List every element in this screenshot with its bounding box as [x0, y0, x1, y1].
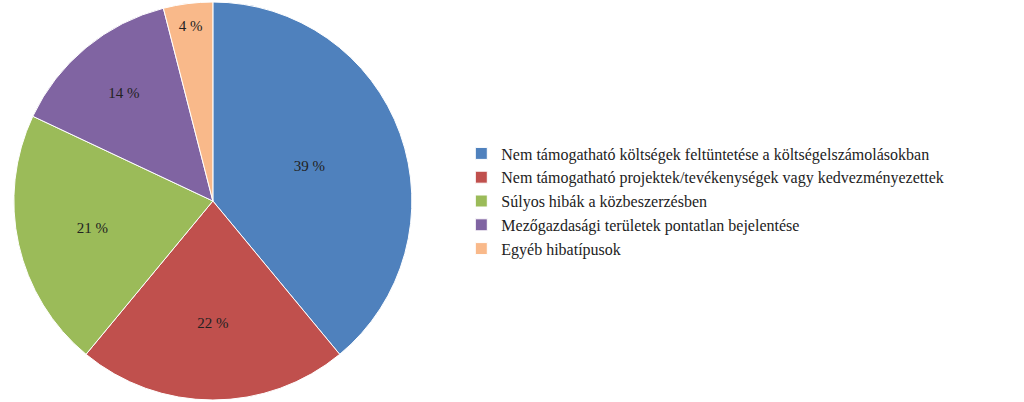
svg-text:Mezőgazdasági területek pontat: Mezőgazdasági területek pontatlan bejele… [501, 217, 799, 235]
svg-text:39 %: 39 % [294, 158, 325, 174]
svg-text:Súlyos hibák a közbeszerzésben: Súlyos hibák a közbeszerzésben [501, 193, 707, 211]
svg-text:Nem támogatható projektek/tevé: Nem támogatható projektek/tevékenységek … [501, 169, 943, 187]
svg-text:21 %: 21 % [77, 220, 108, 236]
svg-text:4 %: 4 % [179, 18, 203, 34]
svg-text:Nem támogatható költségek felt: Nem támogatható költségek feltüntetése a… [501, 146, 929, 164]
svg-text:14 %: 14 % [108, 85, 139, 101]
svg-text:Egyéb hibatípusok: Egyéb hibatípusok [501, 241, 621, 259]
svg-text:22 %: 22 % [197, 315, 228, 331]
